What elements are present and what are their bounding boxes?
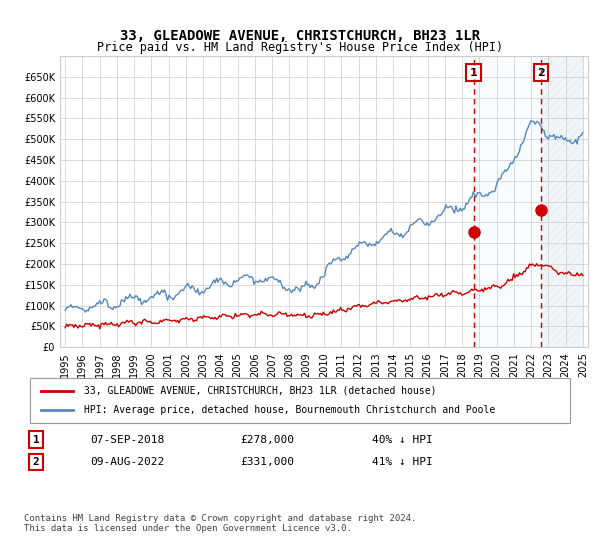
Text: Price paid vs. HM Land Registry's House Price Index (HPI): Price paid vs. HM Land Registry's House … [97, 41, 503, 54]
Text: HPI: Average price, detached house, Bournemouth Christchurch and Poole: HPI: Average price, detached house, Bour… [84, 405, 495, 416]
Text: 2: 2 [537, 68, 545, 78]
Text: 33, GLEADOWE AVENUE, CHRISTCHURCH, BH23 1LR (detached house): 33, GLEADOWE AVENUE, CHRISTCHURCH, BH23 … [84, 385, 437, 395]
Text: £331,000: £331,000 [240, 457, 294, 467]
Text: 40% ↓ HPI: 40% ↓ HPI [372, 435, 433, 445]
Text: £278,000: £278,000 [240, 435, 294, 445]
Text: 09-AUG-2022: 09-AUG-2022 [90, 457, 164, 467]
Text: 41% ↓ HPI: 41% ↓ HPI [372, 457, 433, 467]
Text: 07-SEP-2018: 07-SEP-2018 [90, 435, 164, 445]
Bar [541, 56, 583, 347]
Text: 33, GLEADOWE AVENUE, CHRISTCHURCH, BH23 1LR: 33, GLEADOWE AVENUE, CHRISTCHURCH, BH23 … [120, 29, 480, 44]
Text: Contains HM Land Registry data © Crown copyright and database right 2024.
This d: Contains HM Land Registry data © Crown c… [24, 514, 416, 533]
Text: 1: 1 [470, 68, 478, 78]
Text: 1: 1 [32, 435, 40, 445]
Bar [473, 56, 583, 347]
Text: 2: 2 [32, 457, 40, 467]
